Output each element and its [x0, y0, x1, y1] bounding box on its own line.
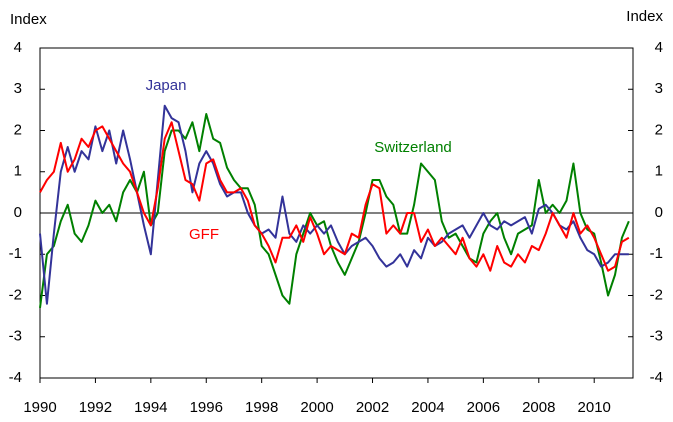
x-tick-label: 1996	[190, 399, 223, 416]
annotation: Japan	[146, 77, 187, 94]
y-tick-label: -1	[9, 245, 22, 262]
y-tick-label: 3	[14, 80, 22, 97]
y-tick-label: -4	[9, 369, 22, 386]
y2-tick-label: 4	[655, 39, 663, 56]
y2-tick-label: 1	[655, 163, 663, 180]
annotation: Switzerland	[374, 139, 452, 156]
x-tick-label: 2000	[300, 399, 333, 416]
x-tick-label: 2004	[411, 399, 444, 416]
y-tick-label: 4	[14, 39, 22, 56]
y-axis-label: Index	[10, 11, 47, 28]
x-tick-label: 1994	[134, 399, 167, 416]
y2-tick-label: 0	[655, 204, 663, 221]
y-tick-label: 0	[14, 204, 22, 221]
annotation: GFF	[189, 226, 219, 243]
y2-tick-label: -3	[650, 328, 663, 345]
y-tick-label: -2	[9, 286, 22, 303]
x-tick-label: 2002	[356, 399, 389, 416]
x-tick-label: 1990	[23, 399, 56, 416]
x-tick-label: 2010	[578, 399, 611, 416]
y2-tick-label: -1	[650, 245, 663, 262]
x-tick-label: 2006	[467, 399, 500, 416]
y2-tick-label: 3	[655, 80, 663, 97]
series-line	[39, 113, 630, 309]
series-line	[39, 104, 629, 305]
y-tick-label: 1	[14, 163, 22, 180]
y-tick-label: -3	[9, 328, 22, 345]
x-tick-label: 2008	[522, 399, 555, 416]
y2-tick-label: -2	[650, 286, 663, 303]
x-tick-label: 1998	[245, 399, 278, 416]
y2-tick-label: -4	[650, 369, 663, 386]
x-tick-label: 1992	[79, 399, 112, 416]
y2-tick-label: 2	[655, 121, 663, 138]
y2-axis-label: Index	[626, 8, 663, 25]
y-tick-label: 2	[14, 121, 22, 138]
series-line	[39, 121, 630, 272]
